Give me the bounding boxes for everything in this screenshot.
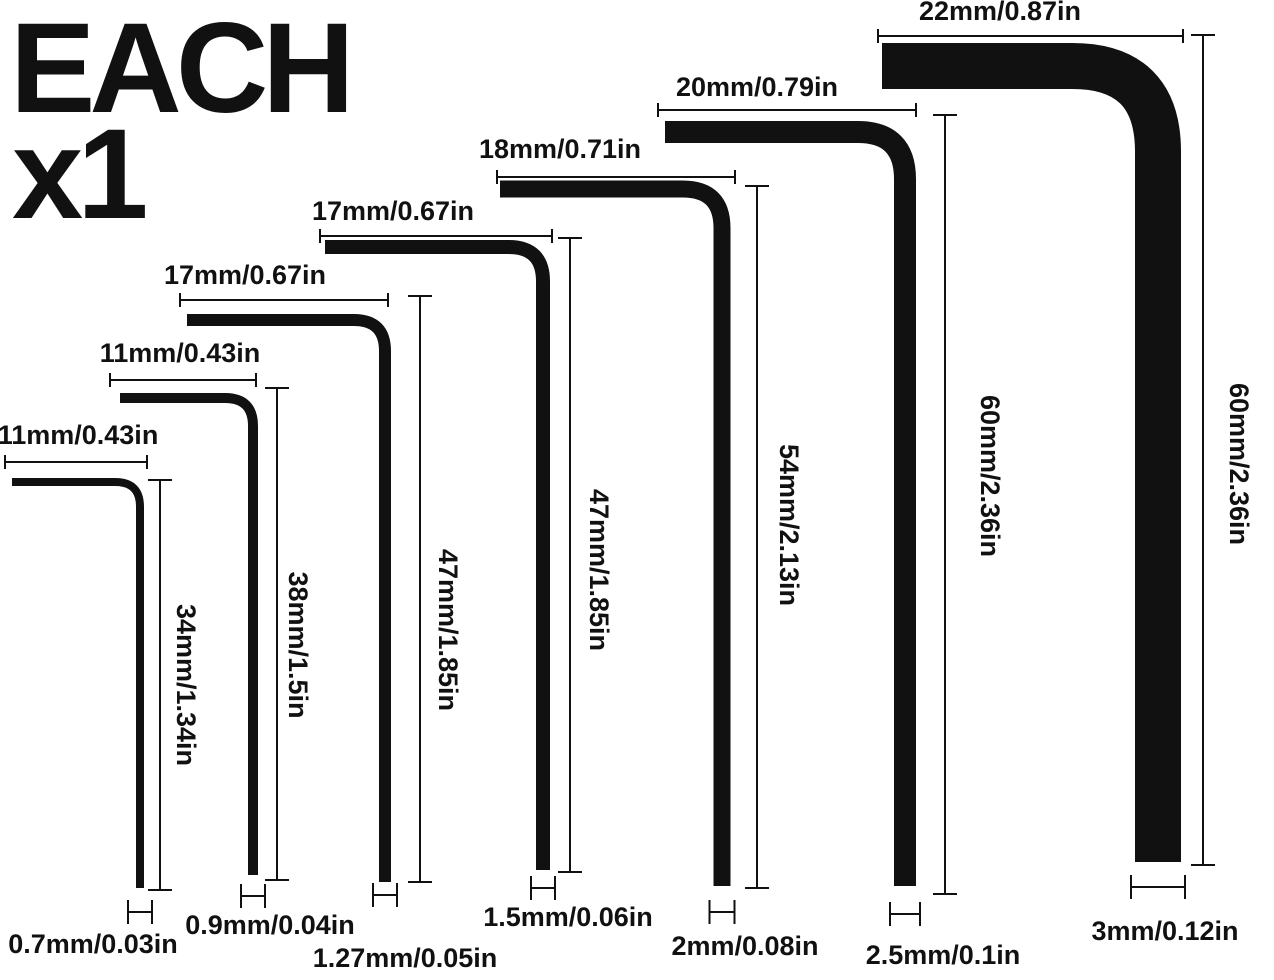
size-label: 1.5mm/0.06in — [483, 902, 653, 932]
short-arm-label: 11mm/0.43in — [100, 338, 261, 368]
hex-key — [665, 121, 916, 886]
hex-key — [882, 43, 1181, 862]
long-arm-label: 34mm/1.34in — [171, 604, 201, 766]
size-label: 2mm/0.08in — [671, 931, 818, 961]
hex-key — [500, 180, 731, 886]
long-arm-label: 38mm/1.5in — [283, 571, 313, 718]
short-arm-label: 17mm/0.67in — [164, 260, 326, 290]
long-arm-label: 47mm/1.85in — [433, 549, 463, 711]
size-label: 0.7mm/0.03in — [8, 929, 178, 959]
short-arm-label: 18mm/0.71in — [479, 134, 641, 164]
size-label: 3mm/0.12in — [1091, 916, 1238, 946]
hex-key — [12, 478, 144, 888]
hex-key — [120, 393, 258, 875]
short-arm-label: 20mm/0.79in — [676, 72, 838, 102]
heading-line1: EACH — [10, 0, 349, 140]
long-arm-label: 60mm/2.36in — [975, 395, 1005, 557]
long-arm-label: 60mm/2.36in — [1224, 383, 1254, 545]
heading-line2: x1 — [12, 103, 145, 246]
hex-key — [187, 314, 391, 882]
long-arm-label: 54mm/2.13in — [774, 444, 804, 606]
short-arm-label: 11mm/0.43in — [0, 420, 158, 450]
size-label: 0.9mm/0.04in — [185, 910, 355, 940]
size-label: 1.27mm/0.05in — [313, 943, 498, 973]
hex-key — [325, 240, 550, 870]
size-label: 2.5mm/0.1in — [866, 940, 1021, 970]
short-arm-label: 17mm/0.67in — [312, 196, 474, 226]
short-arm-label: 22mm/0.87in — [919, 0, 1081, 26]
long-arm-label: 47mm/1.85in — [584, 489, 614, 651]
